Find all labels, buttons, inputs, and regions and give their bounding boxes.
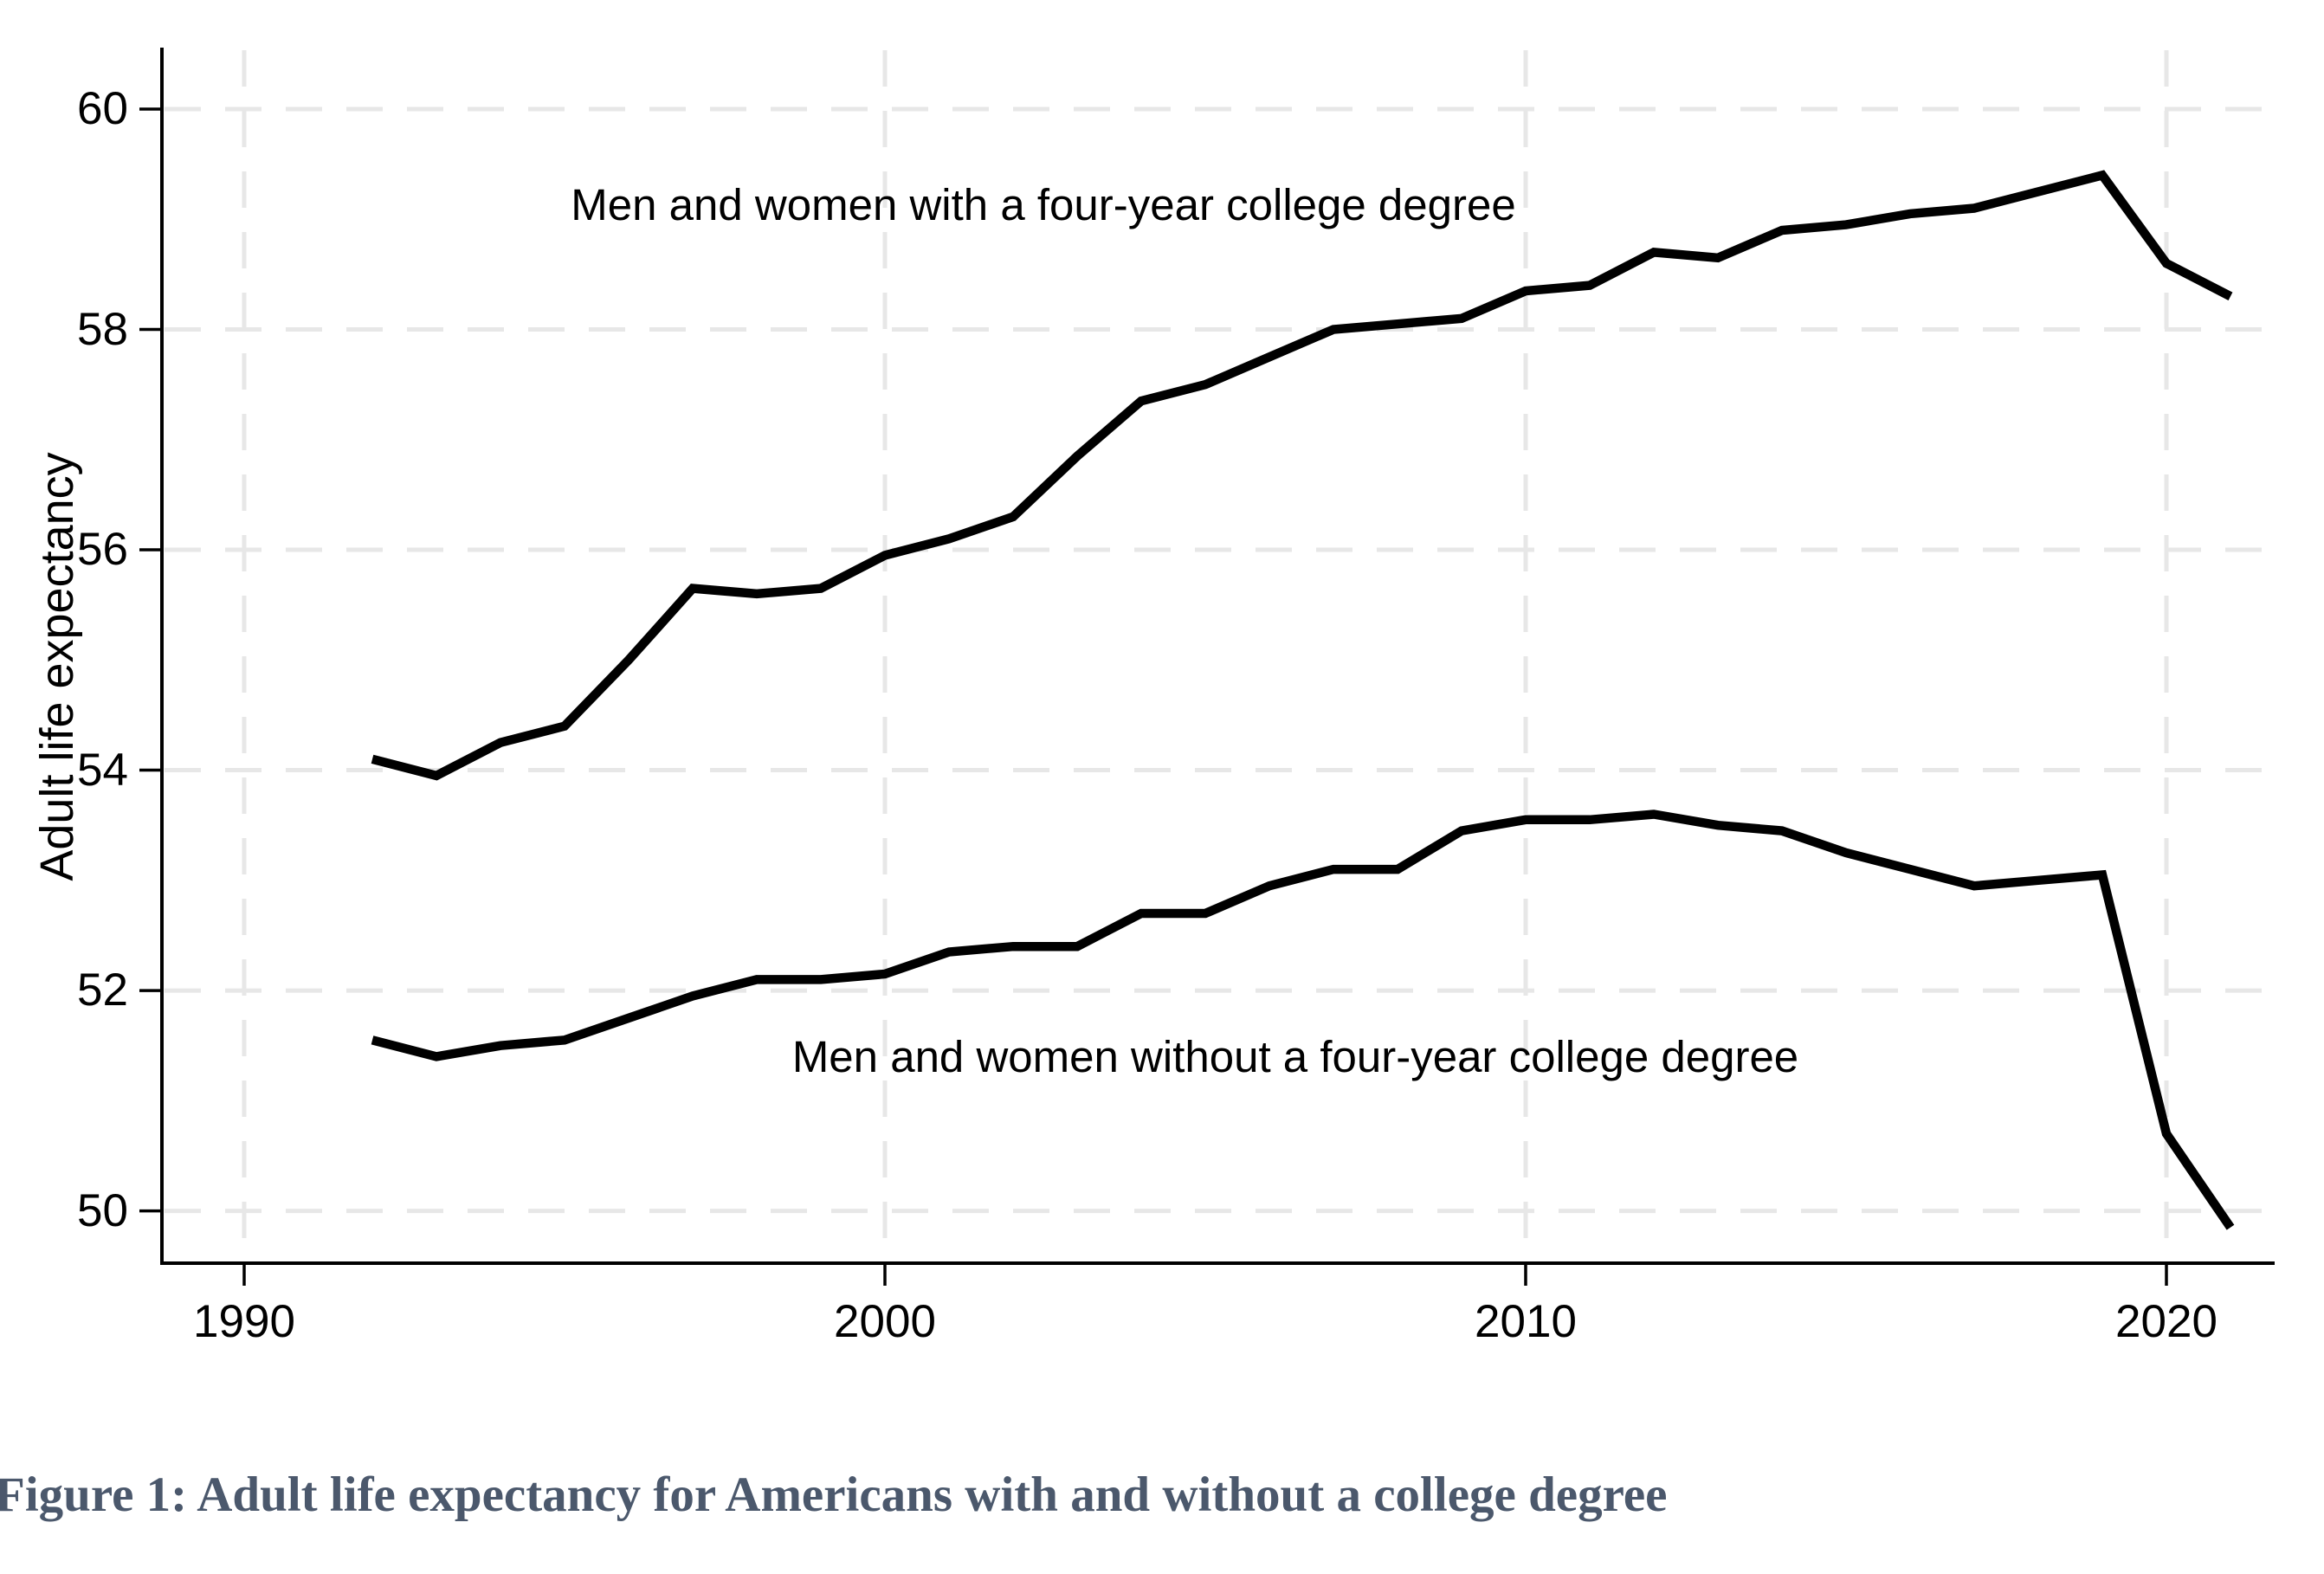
- axis-lines: [160, 48, 2275, 1265]
- series-label-with-degree: Men and women with a four-year college d…: [571, 180, 1516, 229]
- series-label-without-degree: Men and women without a four-year colleg…: [791, 1032, 1799, 1081]
- y-tick-label: 56: [77, 524, 128, 576]
- y-tick-label: 60: [77, 83, 128, 134]
- series-lines: [371, 170, 2235, 1230]
- figure-caption: Figure 1: Adult life expectancy for Amer…: [0, 1468, 1668, 1522]
- x-tick-label: 2010: [1475, 1296, 1577, 1347]
- x-tick-label: 2000: [834, 1296, 936, 1347]
- x-tick-label: 2020: [2115, 1296, 2217, 1347]
- axes: [139, 48, 2275, 1286]
- series-line-without-four-year-college-degree: [371, 810, 2235, 1230]
- x-tick-label: 1990: [193, 1296, 295, 1347]
- y-tick-label: 58: [77, 303, 128, 355]
- y-axis-title: Adult life expectancy: [31, 452, 83, 881]
- series-line-with-four-year-college-degree: [371, 170, 2233, 781]
- gridlines: [165, 50, 2270, 1261]
- y-tick-label: 52: [77, 964, 128, 1016]
- y-tick-label: 54: [77, 744, 128, 796]
- y-tick-label: 50: [77, 1184, 128, 1236]
